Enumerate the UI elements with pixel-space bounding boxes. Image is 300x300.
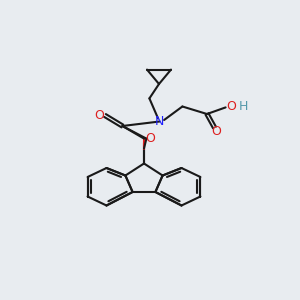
Text: H: H [239,100,248,113]
Text: O: O [95,109,104,122]
Text: O: O [146,132,155,145]
Text: O: O [211,124,221,138]
Text: O: O [226,100,236,113]
Text: N: N [155,115,164,128]
